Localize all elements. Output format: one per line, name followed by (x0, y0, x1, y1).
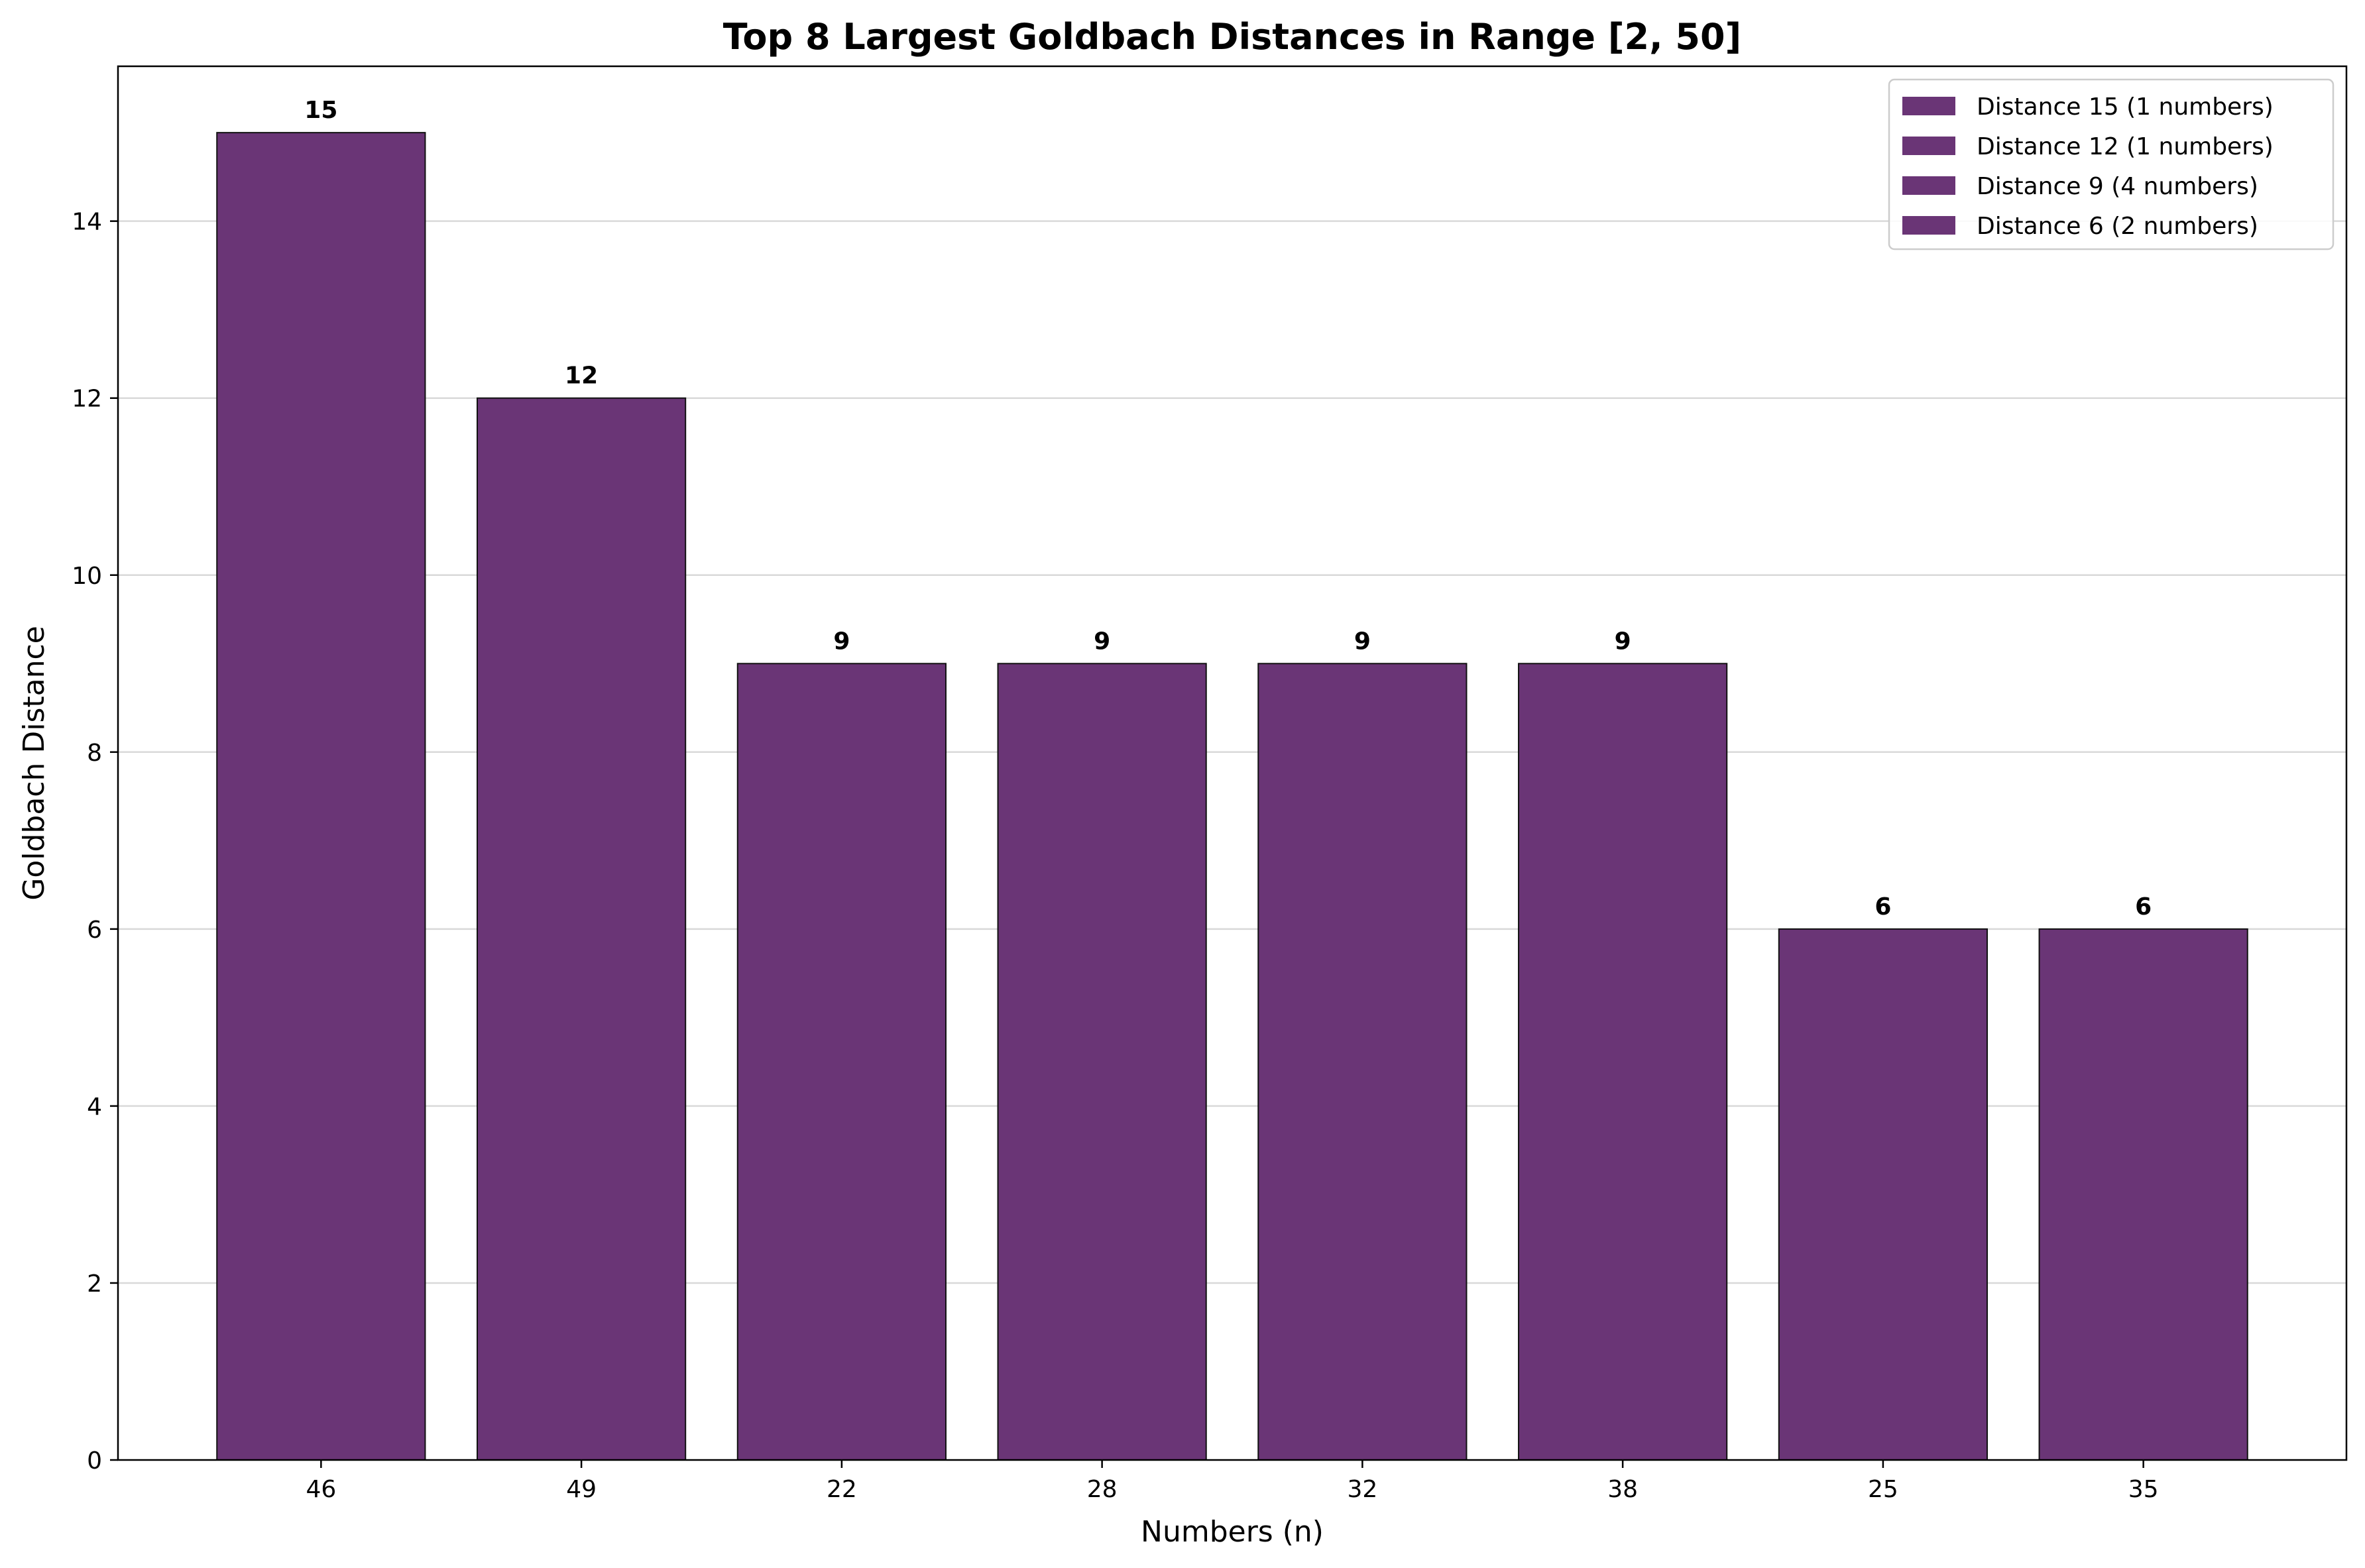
legend: Distance 15 (1 numbers) Distance 12 (1 nu… (1888, 78, 2335, 251)
x-tick-label-4: 32 (1347, 1476, 1377, 1503)
bar-value-label-46: 15 (304, 97, 337, 124)
legend-swatch-1 (1902, 137, 1955, 155)
x-tick-label-3: 28 (1087, 1476, 1118, 1503)
x-tick-label-0: 46 (306, 1476, 336, 1503)
y-tick-label-6: 12 (72, 386, 102, 413)
bar-value-labels: 15 12 9 9 9 9 6 6 (304, 97, 2152, 921)
y-axis-title: Goldbach Distance (17, 626, 51, 901)
y-tick-label-4: 8 (87, 740, 102, 767)
bar-value-label-38: 9 (1615, 628, 1631, 655)
y-tick-label-1: 2 (87, 1270, 102, 1298)
legend-entry-3: Distance 6 (2 numbers) (1977, 213, 2258, 240)
bar-49 (477, 397, 687, 1461)
bar-value-label-49: 12 (565, 363, 598, 390)
legend-entry-0: Distance 15 (1 numbers) (1977, 93, 2274, 121)
legend-entry-2: Distance 9 (4 numbers) (1977, 173, 2258, 200)
legend-entry-1: Distance 12 (1 numbers) (1977, 133, 2274, 160)
y-tick-label-7: 14 (72, 209, 102, 236)
x-axis-ticks: 46 49 22 28 32 38 25 35 (306, 1460, 2159, 1503)
bar-46 (216, 132, 426, 1461)
grid-lines (118, 220, 2346, 1284)
legend-frame (1888, 78, 2335, 251)
legend-swatch-3 (1902, 216, 1955, 235)
bar-32 (1257, 663, 1468, 1461)
x-tick-label-7: 35 (2128, 1476, 2159, 1503)
x-tick-label-6: 25 (1868, 1476, 1898, 1503)
bar-22 (736, 663, 947, 1461)
bar-value-label-22: 9 (833, 628, 850, 655)
bar-28 (997, 663, 1207, 1461)
bar-value-label-28: 9 (1094, 628, 1110, 655)
legend-swatch-2 (1902, 176, 1955, 195)
plot-area-frame (117, 65, 2348, 1461)
x-tick-label-1: 49 (566, 1476, 597, 1503)
y-tick-label-3: 6 (87, 917, 102, 944)
y-axis-ticks: 0 2 4 6 8 10 12 14 (72, 209, 118, 1475)
chart-title: Top 8 Largest Goldbach Distances in Rang… (723, 16, 1741, 58)
bar-value-label-32: 9 (1354, 628, 1371, 655)
x-tick-label-2: 22 (827, 1476, 857, 1503)
bar-value-label-35: 6 (2135, 893, 2152, 921)
bars (216, 132, 2248, 1461)
bar-38 (1518, 663, 1728, 1461)
bar-35 (2038, 928, 2248, 1461)
legend-swatch-0 (1902, 97, 1955, 115)
y-tick-label-2: 4 (87, 1093, 102, 1121)
bar-25 (1778, 928, 1988, 1461)
bar-value-label-25: 6 (1875, 893, 1891, 921)
x-axis-title: Numbers (n) (1141, 1515, 1324, 1549)
x-tick-label-5: 38 (1607, 1476, 1638, 1503)
y-tick-label-5: 10 (72, 563, 102, 590)
y-tick-label-0: 0 (87, 1447, 102, 1475)
